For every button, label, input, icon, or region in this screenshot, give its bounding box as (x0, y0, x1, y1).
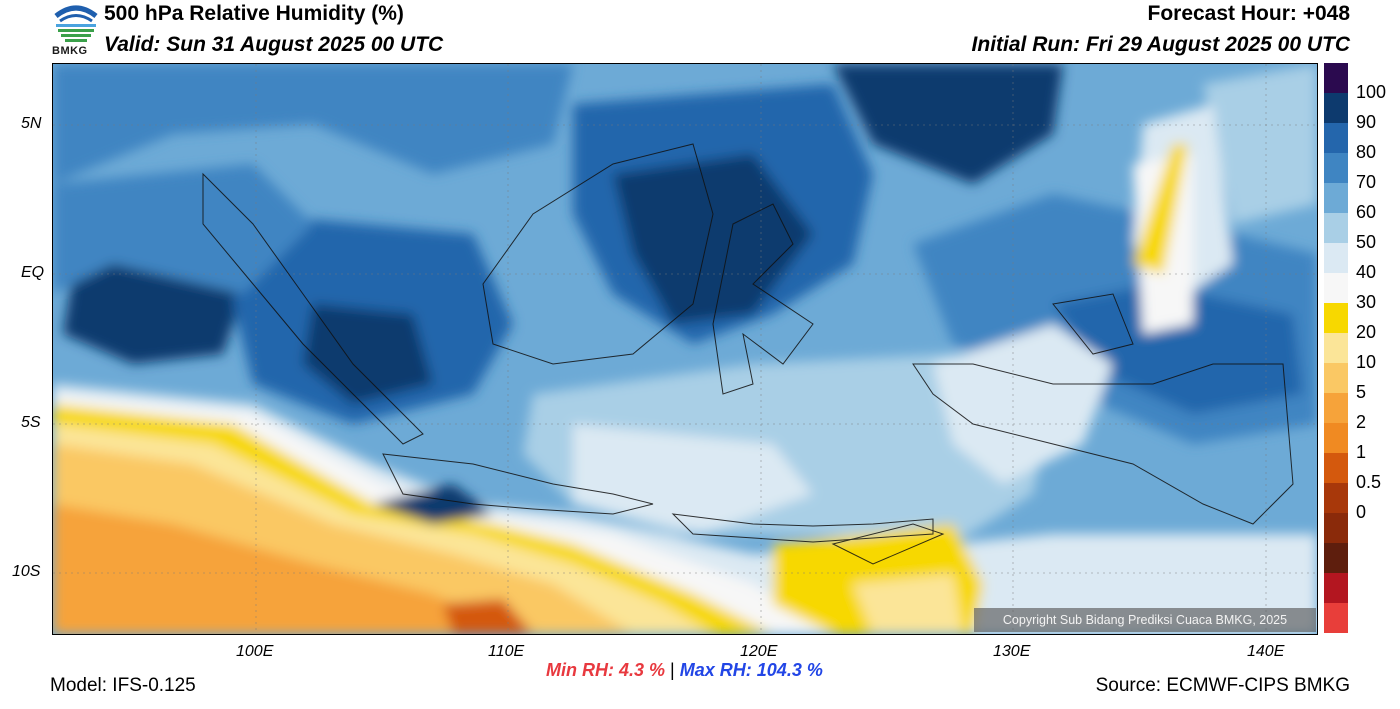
copyright-notice: Copyright Sub Bidang Prediksi Cuaca BMKG… (974, 608, 1316, 632)
colorbar-segment (1324, 273, 1348, 303)
colorbar-label: 80 (1356, 142, 1377, 162)
colorbar-label: 10 (1356, 352, 1377, 372)
colorbar-segment (1324, 453, 1348, 483)
min-rh-value: 4.3 % (619, 660, 666, 680)
model-info: Model: IFS-0.125 (50, 675, 196, 696)
lat-label-5n: 5N (21, 115, 42, 132)
logo-text: BMKG (52, 45, 88, 57)
initial-run: Initial Run: Fri 29 August 2025 00 UTC (971, 33, 1350, 56)
colorbar-segment (1324, 573, 1348, 603)
lon-label-110e: 110E (488, 643, 525, 660)
lon-label-140e: 140E (1247, 643, 1285, 660)
colorbar-label: 30 (1356, 292, 1377, 312)
max-rh-value: 104.3 % (756, 660, 823, 680)
colorbar-segment (1324, 513, 1348, 543)
lon-label-130e: 130E (993, 643, 1031, 660)
colorbar-segment (1324, 213, 1348, 243)
lat-label-eq: EQ (21, 264, 45, 281)
colorbar-label: 1 (1356, 442, 1367, 462)
colorbar-label: 60 (1356, 202, 1377, 222)
colorbar-label: 0 (1356, 502, 1367, 522)
colorbar-segment (1324, 393, 1348, 423)
colorbar-segment (1324, 243, 1348, 273)
rh-stats: Min RH: 4.3 % | Max RH: 104.3 % (546, 660, 823, 681)
colorbar-segment (1324, 423, 1348, 453)
bmkg-logo-icon (50, 2, 102, 58)
colorbar-segment (1324, 303, 1348, 333)
stats-separator: | (670, 660, 675, 680)
forecast-hour: Forecast Hour: +048 (1147, 2, 1351, 25)
colorbar-label: 2 (1356, 412, 1367, 432)
map-title: 500 hPa Relative Humidity (%) (104, 2, 404, 25)
colorbar-segment (1324, 63, 1348, 93)
colorbar-segment (1324, 123, 1348, 153)
colorbar-segment (1324, 183, 1348, 213)
humidity-map (52, 63, 1318, 635)
colorbar (1324, 63, 1348, 633)
colorbar-label: 100 (1356, 82, 1387, 102)
valid-time: Valid: Sun 31 August 2025 00 UTC (104, 33, 444, 56)
colorbar-segment (1324, 153, 1348, 183)
lon-label-120e: 120E (740, 643, 778, 660)
colorbar-segment (1324, 333, 1348, 363)
min-rh-label: Min RH: (546, 660, 614, 680)
colorbar-segment (1324, 603, 1348, 633)
lat-label-10s: 10S (12, 563, 41, 580)
colorbar-segment (1324, 93, 1348, 123)
colorbar-segment (1324, 483, 1348, 513)
colorbar-label: 50 (1356, 232, 1377, 252)
colorbar-label: 0.5 (1356, 472, 1382, 492)
lat-label-5s: 5S (21, 414, 41, 431)
max-rh-label: Max RH: (679, 660, 752, 680)
colorbar-label: 20 (1356, 322, 1377, 342)
colorbar-label: 90 (1356, 112, 1377, 132)
colorbar-segment (1324, 543, 1348, 573)
colorbar-label: 70 (1356, 172, 1377, 192)
source-info: Source: ECMWF-CIPS BMKG (1095, 675, 1350, 696)
colorbar-label: 5 (1356, 382, 1367, 402)
lon-label-100e: 100E (236, 643, 274, 660)
colorbar-label: 40 (1356, 262, 1377, 282)
colorbar-segment (1324, 363, 1348, 393)
